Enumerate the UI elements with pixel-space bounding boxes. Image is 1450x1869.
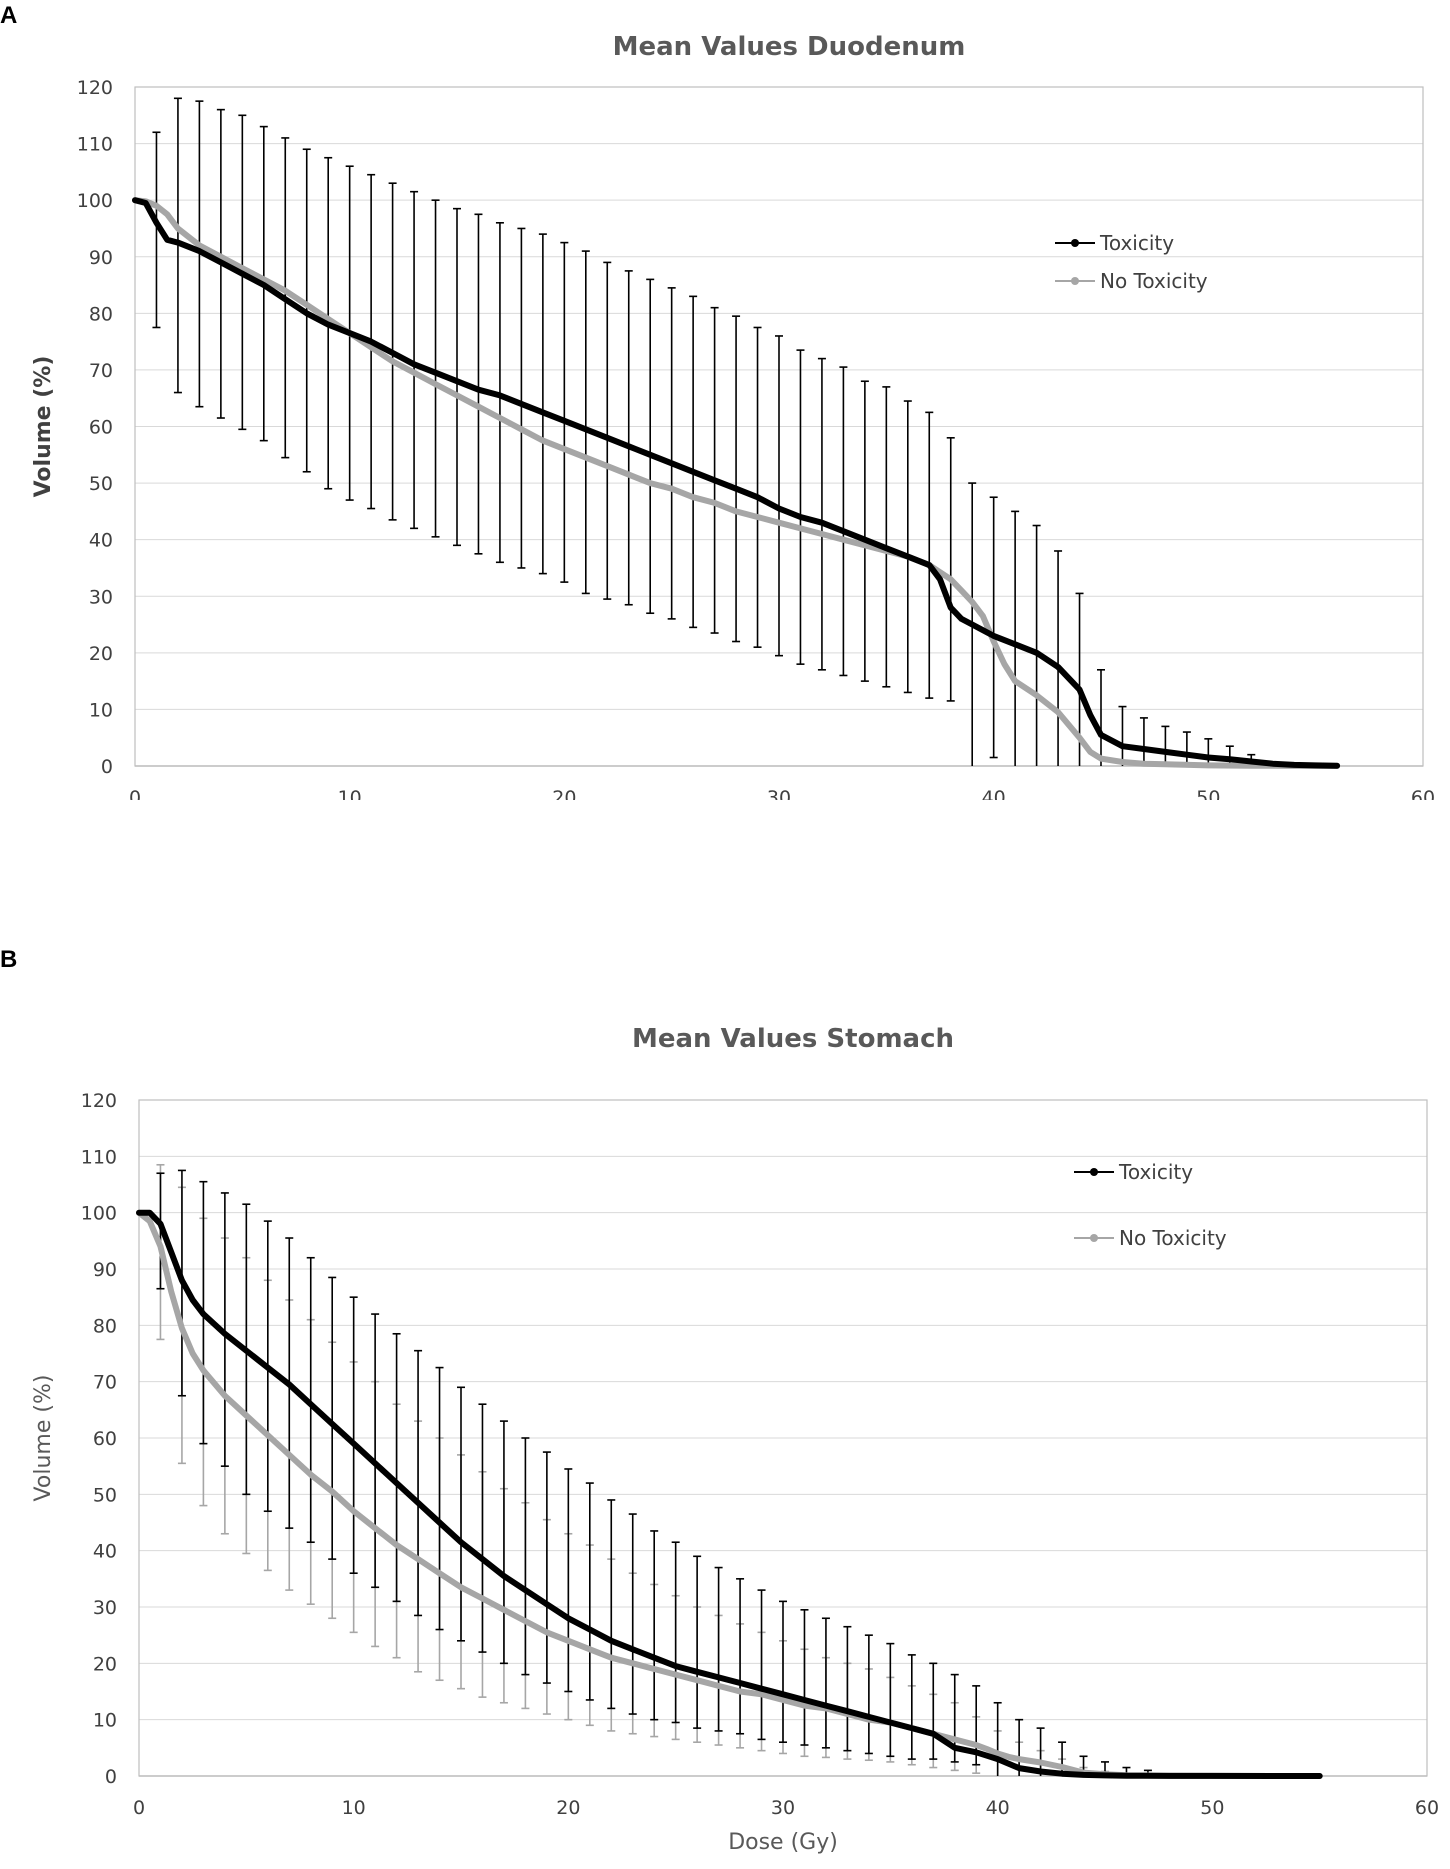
x-tick-label: 20: [552, 787, 576, 800]
panel-a: A 0 10 20 30 40 50 60 70 80 90 100 110 120 0 10 20 30 40 5…: [0, 0, 1450, 868]
y-tick-label: 0: [101, 756, 113, 778]
panel-b: B 0 10 20 30 40 50 60 70 80 90 100 110 120 0 10 20 30 40 5…: [0, 940, 1450, 1864]
x-tick-label: 40: [982, 787, 1006, 800]
y-tick-label: 70: [93, 1372, 117, 1394]
legend-marker: [1090, 1234, 1098, 1242]
chart-duodenum: 0 10 20 30 40 50 60 70 80 90 100 110 120 0 10 20 30 40 50 6…: [31, 32, 1435, 868]
y-tick-label: 10: [89, 699, 113, 721]
error-bars-toxicity: [156, 1169, 1152, 1776]
y-tick-label: 90: [89, 247, 113, 269]
series-line-toxicity: [132, 197, 1341, 769]
panel-letter-b: B: [0, 946, 18, 973]
chart-title: Mean Values Duodenum: [613, 32, 966, 62]
y-tick-label: 70: [89, 360, 113, 382]
x-tick-label: 40: [986, 1797, 1010, 1819]
y-axis-label: Volume (%): [31, 356, 56, 498]
y-tick-label: 90: [93, 1259, 117, 1281]
legend-item: No Toxicity: [1074, 1226, 1227, 1250]
y-axis-label: Volume (%): [31, 1375, 56, 1502]
y-tick-label: 100: [77, 190, 113, 212]
y-tick-label: 20: [89, 643, 113, 665]
y-tick-label: 60: [93, 1428, 117, 1450]
y-tick-label: 110: [81, 1146, 117, 1168]
x-tick-label: 50: [1200, 1797, 1224, 1819]
y-tick-label: 100: [81, 1203, 117, 1225]
x-tick-label: 0: [133, 1797, 145, 1819]
x-tick-label: 60: [1415, 1797, 1439, 1819]
y-tick-label: 110: [77, 134, 113, 156]
series-line-toxicity: [136, 1209, 1323, 1779]
y-tick-label: 40: [93, 1541, 117, 1563]
legend-item: Toxicity: [1055, 231, 1174, 255]
series-line-no-toxicity: [132, 197, 1341, 769]
y-tick-label: 50: [93, 1484, 117, 1506]
series-line-no-toxicity: [136, 1209, 1323, 1779]
legend-marker: [1071, 239, 1079, 247]
y-tick-label: 80: [89, 303, 113, 325]
y-tick-label: 20: [93, 1653, 117, 1675]
legend-marker: [1071, 277, 1079, 285]
y-tick-label: 120: [77, 77, 113, 99]
legend-label: Toxicity: [1118, 1160, 1193, 1184]
y-tick-label: 60: [89, 417, 113, 439]
legend-marker: [1090, 1168, 1098, 1176]
chart-title: Mean Values Stomach: [632, 1024, 954, 1054]
x-tick-label: 30: [767, 787, 791, 800]
legend-label: No Toxicity: [1100, 269, 1208, 293]
x-tick-label: 20: [556, 1797, 580, 1819]
chart-stomach: 0 10 20 30 40 50 60 70 80 90 100 110 120 0 10 20 30 40 50 6…: [31, 1024, 1439, 1855]
y-tick-label: 50: [89, 473, 113, 495]
legend-item: No Toxicity: [1055, 269, 1208, 293]
legend-label: No Toxicity: [1119, 1226, 1227, 1250]
y-tick-label: 10: [93, 1710, 117, 1732]
y-tick-label: 30: [89, 586, 113, 608]
x-tick-label: 10: [342, 1797, 366, 1819]
legend-item: Toxicity: [1074, 1160, 1193, 1184]
y-tick-label: 0: [105, 1766, 117, 1788]
x-tick-label: 10: [338, 787, 362, 800]
x-axis-label: Dose (Gy): [728, 1830, 838, 1855]
x-tick-label: 0: [129, 787, 141, 800]
x-tick-label: 50: [1196, 787, 1220, 800]
y-tick-label: 30: [93, 1597, 117, 1619]
x-tick-label: 60: [1411, 787, 1435, 800]
x-tick-label: 30: [771, 1797, 795, 1819]
panel-letter-a: A: [0, 2, 18, 29]
y-tick-label: 80: [93, 1315, 117, 1337]
y-tick-label: 120: [81, 1090, 117, 1112]
legend-label: Toxicity: [1099, 231, 1174, 255]
error-bars-toxicity: [152, 97, 1256, 766]
y-tick-label: 40: [89, 530, 113, 552]
